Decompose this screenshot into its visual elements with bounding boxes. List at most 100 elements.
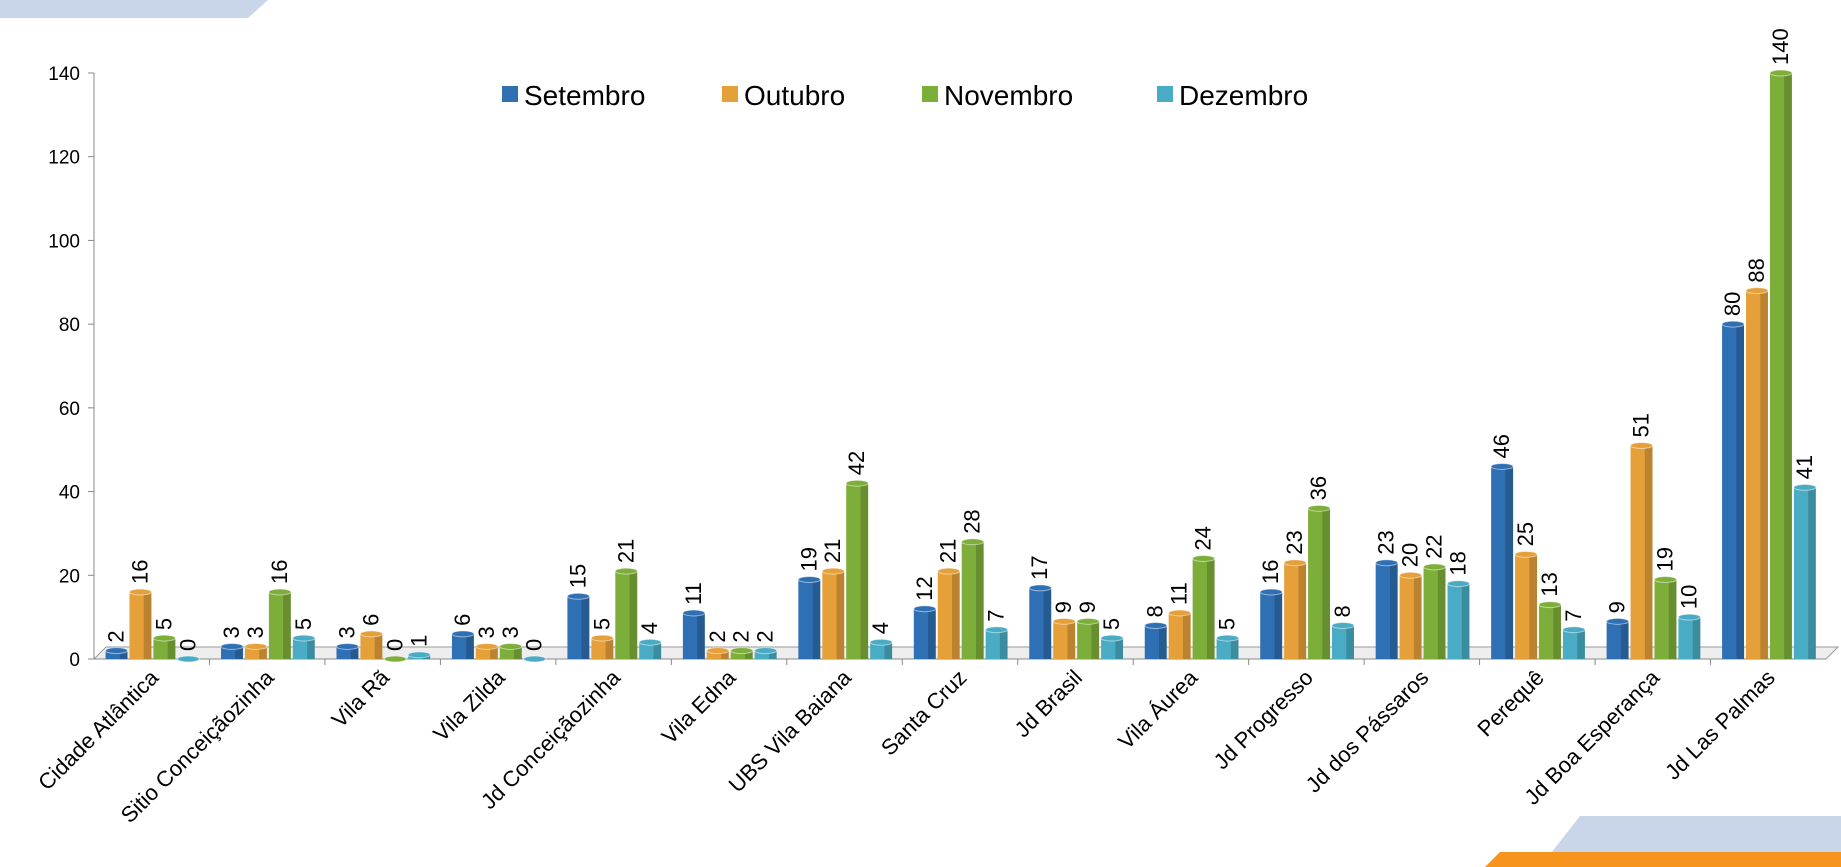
bar [1447,583,1470,659]
x-tick-label: Jd Las Palmas [1660,665,1780,785]
data-label: 3 [243,626,268,638]
bar-cap [523,655,547,663]
bar-cap [566,592,590,600]
y-tick-label: 0 [69,650,80,671]
bar-shade [1553,604,1561,659]
bar-shade [860,483,869,659]
bar [706,650,729,659]
bar [615,571,638,659]
bar-shade [1620,621,1629,659]
x-tick-label: Perequê [1472,665,1549,742]
bar-shade [1736,324,1745,659]
data-label: 13 [1537,572,1562,596]
bar-shade [1784,73,1792,659]
bar-cap [638,638,662,646]
data-label: 18 [1445,551,1470,575]
bar-cap [1168,609,1192,617]
bar-shade [1461,583,1470,659]
bar [1515,554,1538,659]
bar-shade [605,638,614,659]
data-label: 8 [1143,605,1168,617]
bar [1308,508,1331,659]
bar [292,638,315,659]
bar [1746,290,1768,659]
bar [1769,73,1792,659]
bar-cap [1192,555,1216,563]
data-label: 2 [729,630,754,642]
bar-shade [812,579,821,659]
decor [0,0,268,18]
bar-shade [307,638,315,659]
data-label: 3 [219,626,244,638]
data-label: 8 [1330,605,1355,617]
data-label: 2 [753,630,778,642]
bar-cap [1216,634,1240,642]
bar-shade [350,646,359,659]
bar-cap [152,634,176,642]
bar-cap [1446,580,1470,588]
y-tick-label: 40 [59,483,80,504]
x-tick-label: Vila Áurea [1113,664,1203,754]
bar-cap [176,655,200,663]
bar-shade [1577,629,1585,659]
data-label: 0 [522,639,547,651]
data-label: 5 [291,618,316,630]
bar-cap [359,630,383,638]
bar-shade [697,612,705,659]
bar-cap [383,655,407,663]
bar-shade [283,592,291,659]
x-tick-label: Vila Rã [327,664,395,732]
bar [1606,621,1629,659]
bar [1423,566,1446,659]
bar-cap [335,642,359,650]
data-label: 0 [382,639,407,651]
data-label: 36 [1306,476,1331,500]
bar-shade [466,633,474,659]
bar-cap [1331,622,1355,630]
bar-shade [1808,487,1816,659]
bar [1375,562,1398,659]
bar [1399,575,1422,659]
bar-cap [730,647,754,655]
bar-cap [1538,601,1562,609]
bar [798,579,821,659]
bar-shade [1298,562,1307,659]
x-tick-label: Vila Zilda [428,664,510,746]
bar-cap [614,567,638,575]
data-label: 16 [1258,560,1283,584]
data-label: 16 [267,560,292,584]
data-label: 88 [1744,258,1769,282]
bar [1678,617,1701,659]
x-tick-label: Jd Progresso [1209,665,1318,774]
bar-cap [1399,571,1423,579]
data-label: 15 [565,564,590,588]
bar-shade [884,642,893,659]
legend-swatch [722,86,738,102]
bar-cap [1677,613,1701,621]
bar [1654,579,1677,659]
bar-shade [1668,579,1677,659]
x-tick-label: Vila Edna [657,664,742,749]
bar-cap [961,538,985,546]
bar-cap [244,642,268,650]
bar-cap [220,642,244,650]
bar-cap [1721,320,1745,328]
data-label: 42 [844,451,869,475]
data-label: 3 [498,626,523,638]
bar [1101,638,1124,659]
bar [1284,562,1307,659]
bar-shade [1206,558,1215,659]
bar [129,592,152,659]
data-label: 46 [1489,434,1514,458]
bar-cap [845,479,869,487]
data-label: 17 [1027,555,1052,579]
bar-cap [1259,588,1283,596]
data-label: 2 [104,630,129,642]
bar [591,638,614,659]
bar-cap [1490,462,1514,470]
data-label: 7 [1561,609,1586,621]
bar-cap [1793,483,1817,491]
data-label: 5 [1215,618,1240,630]
data-label: 23 [1282,530,1307,554]
